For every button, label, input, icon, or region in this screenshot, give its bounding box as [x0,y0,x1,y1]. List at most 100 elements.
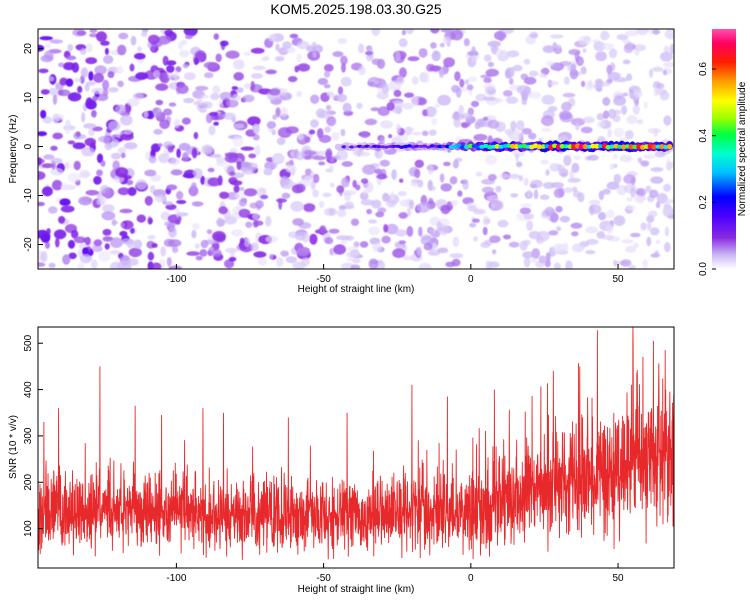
noise-blob [336,235,350,241]
noise-blob [253,251,267,258]
noise-blob [294,231,306,241]
noise-blob [423,72,430,83]
noise-blob [606,209,615,219]
noise-blob [475,171,483,177]
noise-blob [430,42,437,49]
colorbar-label: Normalized spectral amplitude [737,81,748,216]
noise-blob [207,177,221,187]
noise-blob [541,115,554,127]
noise-blob [152,107,162,118]
noise-blob [229,171,236,176]
noise-blob [248,153,257,159]
noise-blob [44,43,52,49]
noise-blob [195,85,209,91]
noise-blob [602,42,614,50]
noise-blob [336,93,347,103]
noise-blob [117,147,127,154]
noise-blob [84,83,90,92]
noise-blob [324,237,334,245]
noise-blob [236,161,242,171]
noise-blob [337,86,344,95]
noise-blob [62,254,71,265]
noise-blob [427,164,434,175]
noise-blob [285,256,298,264]
noise-blob [383,224,389,233]
noise-blob [483,54,492,62]
noise-blob [559,110,572,120]
noise-blob [539,194,550,200]
noise-blob [295,151,305,161]
noise-blob [380,120,394,129]
noise-blob [538,238,543,245]
noise-blob [340,55,348,66]
noise-blob [549,162,558,172]
x-tick-label: 50 [612,573,624,584]
noise-blob [177,41,184,50]
noise-blob [111,220,118,225]
noise-blob [596,113,605,121]
noise-blob [563,155,572,166]
noise-blob [484,154,498,165]
noise-blob [582,116,595,124]
noise-blob [239,243,254,253]
noise-blob [459,78,465,88]
noise-blob [208,125,216,136]
x-tick-label: 0 [468,274,474,285]
noise-blob [423,242,433,251]
noise-blob [485,68,499,77]
noise-blob [669,43,674,55]
noise-blob [296,91,303,98]
noise-blob [110,237,123,249]
noise-blob [398,240,407,245]
noise-blob [146,110,155,120]
noise-blob [375,211,385,218]
noise-blob [434,103,441,109]
noise-blob [386,102,395,111]
noise-blob [259,188,267,194]
noise-blob [176,148,181,158]
noise-blob [251,213,260,220]
noise-blob [414,168,421,179]
noise-blob [405,29,414,35]
noise-blob [648,68,654,78]
noise-blob [600,30,610,41]
noise-blob [430,29,440,34]
noise-blob [570,222,583,229]
noise-blob [340,128,346,137]
noise-blob [443,57,455,68]
noise-blob [326,91,334,97]
noise-blob [570,63,577,71]
noise-blob [127,187,137,196]
noise-blob [601,234,615,241]
noise-blob [288,76,298,83]
noise-blob [634,48,640,56]
noise-blob [328,208,335,216]
noise-blob [418,48,428,58]
noise-blob [333,244,347,255]
noise-blob [499,173,510,179]
snr-y-axis-label: SNR (10 * v/v) [8,415,19,479]
noise-blob [110,261,121,269]
noise-blob [634,44,643,50]
noise-blob [662,206,674,217]
noise-blob [411,76,419,85]
noise-blob [169,228,175,233]
noise-blob [482,226,488,236]
noise-blob [660,90,670,101]
noise-blob [450,199,459,206]
noise-blob [144,169,157,177]
noise-blob [310,94,320,104]
noise-blob [191,230,197,239]
noise-blob [410,181,420,187]
noise-blob [135,179,148,190]
noise-blob [416,97,427,106]
noise-blob [166,65,175,73]
noise-blob [512,64,523,72]
noise-blob [265,215,272,227]
noise-blob [556,164,565,171]
noise-blob [132,92,144,100]
signal-core [536,144,543,150]
noise-blob [606,223,614,234]
noise-blob [663,45,670,54]
noise-blob [471,55,477,63]
